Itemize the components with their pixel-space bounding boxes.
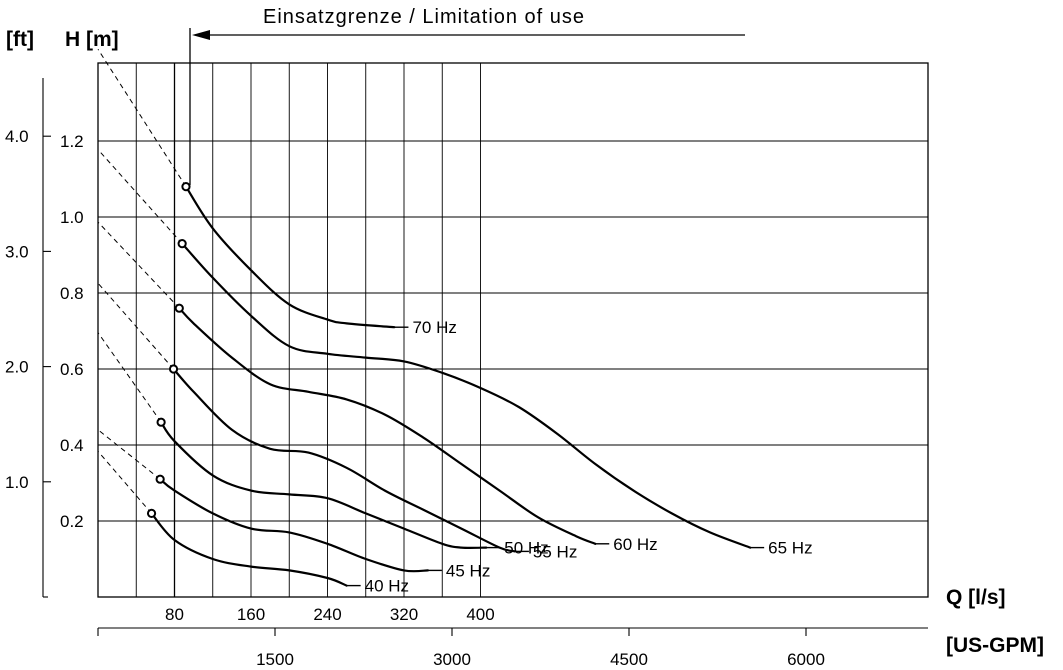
limitation-text: Einsatzgrenze / Limitation of use — [263, 6, 585, 28]
y-tick-label-ft: 2.0 — [5, 358, 29, 377]
limit-marker — [177, 239, 187, 249]
dashed-extension — [97, 282, 174, 370]
axis-lines — [42, 78, 928, 629]
tick-labels: 80 160 240 320 400 1500 3000 4500 6000 0.2 0.4 0.6 0… — [5, 127, 825, 669]
xlabel-gpm: [US-GPM] — [946, 634, 1044, 657]
limit-markers — [146, 182, 191, 519]
curve-label: 50 Hz — [504, 539, 548, 558]
limit-marker — [155, 474, 165, 484]
x-tick-label-ls: 80 — [165, 605, 184, 624]
curve-label: 65 Hz — [768, 539, 812, 558]
y-tick-label-m: 0.4 — [60, 436, 84, 455]
curve-65-hz — [181, 242, 752, 549]
dashed-extension — [97, 429, 161, 480]
y-tick-label-ft: 3.0 — [5, 242, 29, 261]
x-tick-label-gpm: 4500 — [610, 650, 648, 669]
curve-60-hz — [178, 307, 597, 545]
dashed-extension — [97, 332, 162, 423]
dashed-extension — [97, 149, 183, 244]
limit-marker — [174, 303, 184, 313]
x-tick-label-ls: 400 — [466, 605, 494, 624]
x-tick-label-ls: 160 — [237, 605, 265, 624]
x-tick-label-gpm: 6000 — [787, 650, 825, 669]
curve-50-hz — [160, 421, 488, 549]
y-tick-label-ft: 4.0 — [5, 127, 29, 146]
limit-marker — [168, 364, 179, 374]
ylabel-m: H [m] — [65, 28, 119, 51]
limit-marker — [181, 182, 191, 192]
xlabel-ls: Q [l/s] — [946, 586, 1006, 609]
plot-border — [97, 62, 929, 598]
curve-45-hz — [159, 478, 429, 573]
x-tick-label-gpm: 3000 — [433, 650, 471, 669]
curve-55-hz — [172, 367, 516, 553]
limitation-annotation: Einsatzgrenze / Limitation of use — [189, 6, 745, 185]
curve-label: 60 Hz — [613, 535, 657, 554]
y-tick-label-m: 0.6 — [60, 360, 84, 379]
x-tick-label-ls: 240 — [313, 605, 341, 624]
curve-40-hz — [150, 512, 348, 587]
plot-frame — [97, 62, 929, 598]
y-tick-label-m: 0.2 — [60, 512, 84, 531]
curve-label: 40 Hz — [365, 577, 409, 596]
curves — [150, 185, 752, 587]
ylabel-ft: [ft] — [6, 28, 34, 51]
y-tick-label-m: 0.8 — [60, 284, 84, 303]
y-tick-label-m: 1.0 — [60, 208, 84, 227]
dashed-extension — [97, 451, 152, 514]
dashed-extension — [97, 221, 180, 309]
grid — [98, 63, 928, 597]
x-tick-label-ls: 320 — [390, 605, 418, 624]
x-tick-label-gpm: 1500 — [256, 650, 294, 669]
curve-70-hz — [184, 185, 396, 329]
curve-label: 55 Hz — [533, 542, 577, 561]
curve-label: 70 Hz — [412, 318, 456, 337]
dashed-extensions — [97, 48, 187, 514]
limit-marker — [146, 508, 157, 519]
dashed-extension — [97, 48, 187, 187]
limit-marker — [156, 417, 166, 427]
curve-label: 45 Hz — [446, 561, 490, 580]
limitation-arrowhead — [192, 30, 210, 40]
y-tick-label-m: 1.2 — [60, 132, 84, 151]
y-tick-label-ft: 1.0 — [5, 473, 29, 492]
